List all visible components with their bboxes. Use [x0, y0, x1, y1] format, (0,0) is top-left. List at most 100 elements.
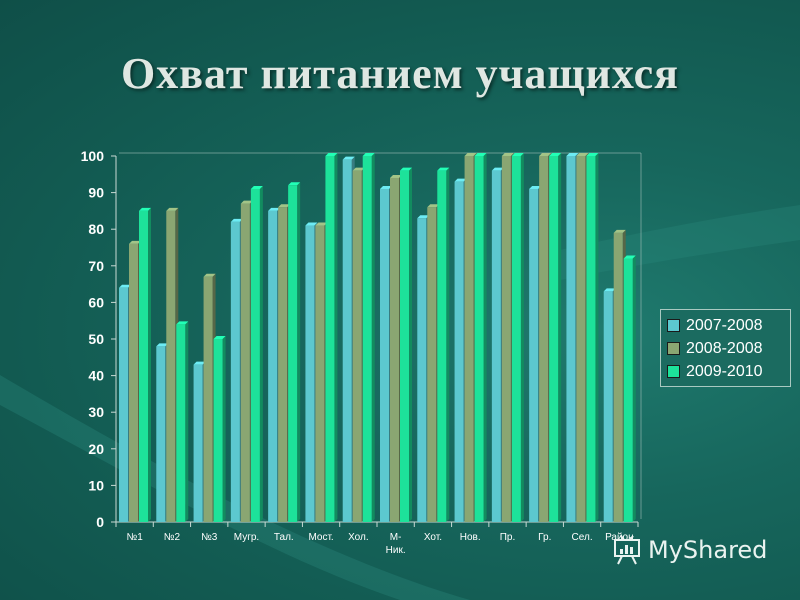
bar-front	[427, 207, 437, 523]
bar-front	[352, 170, 362, 522]
bar-front	[586, 156, 596, 522]
bar-front	[288, 185, 298, 522]
bar-front	[250, 188, 260, 522]
chart-legend: 2007-2008 2008-2008 2009-2010	[660, 309, 791, 387]
bar-top	[603, 288, 616, 292]
chart-bars	[119, 153, 636, 523]
bar-side	[259, 185, 263, 522]
bar-top	[454, 178, 467, 182]
bar-side	[595, 153, 599, 522]
bar-front	[380, 188, 389, 522]
x-tick-label: Нов.	[460, 532, 481, 543]
x-tick-label: №3	[201, 532, 218, 543]
bar-side	[558, 153, 562, 522]
bar-top	[325, 153, 338, 156]
bar-3-№3	[213, 336, 226, 522]
page-title: Охват питанием учащихся	[121, 49, 679, 98]
bar-front	[305, 225, 315, 523]
bar-front	[566, 156, 576, 522]
bar-front	[390, 177, 399, 522]
bar-3-№1	[139, 207, 151, 522]
bar-top	[305, 222, 318, 226]
bar-3-Сел.	[586, 153, 599, 522]
bar-top	[268, 207, 281, 211]
bar-top	[193, 361, 206, 365]
bar-top	[230, 218, 243, 222]
bar-front	[613, 232, 623, 523]
bar-top	[119, 284, 131, 288]
x-tick-label: Ник.	[386, 545, 406, 556]
x-tick-label: Сел.	[572, 532, 593, 543]
bar-front	[501, 156, 511, 522]
bar-3-М-Ник.	[400, 167, 412, 522]
legend-label-series-3: 2009-2010	[686, 362, 763, 380]
bar-top	[474, 153, 487, 156]
bar-top	[400, 167, 412, 171]
bar-top	[315, 222, 328, 226]
bar-3-Хол.	[362, 153, 375, 522]
y-tick-label: 60	[88, 294, 104, 310]
y-tick-label: 70	[88, 258, 104, 274]
bar-top	[288, 182, 301, 186]
y-tick-label: 30	[88, 404, 104, 420]
legend-item: 2009-2010	[667, 360, 784, 383]
x-tick-label: Мугр.	[234, 532, 259, 543]
bar-front	[491, 170, 501, 522]
x-tick-label: М-	[390, 532, 402, 543]
bar-top	[342, 156, 355, 160]
x-tick-label: Тал.	[274, 532, 294, 543]
bar-side	[520, 153, 524, 522]
y-tick-label: 50	[88, 331, 104, 347]
bar-top	[390, 174, 402, 178]
bar-front	[539, 156, 549, 522]
bar-top	[278, 204, 291, 208]
y-tick-label: 100	[81, 148, 105, 164]
bar-side	[297, 182, 301, 522]
bar-top	[250, 185, 263, 189]
bar-front	[400, 170, 409, 522]
y-tick-label: 40	[88, 368, 104, 384]
brand-text: MyShared	[648, 536, 768, 564]
bar-top	[623, 255, 636, 259]
legend-swatch-series-1	[667, 319, 680, 332]
legend-item: 2007-2008	[667, 314, 784, 337]
y-tick-label: 80	[88, 221, 104, 237]
bar-top	[464, 153, 477, 156]
chart-labels: 0 10 20 30 40 50 60 70 80 90 100 №1 №2 №3 Мугр. Тал. Мос…	[81, 148, 634, 556]
bar-side	[148, 207, 151, 522]
x-tick-label: №1	[126, 532, 143, 543]
bar-side	[222, 336, 226, 522]
bar-front	[213, 339, 223, 522]
y-tick-label: 10	[88, 477, 104, 493]
bar-top	[511, 153, 524, 156]
y-tick-label: 90	[88, 185, 104, 201]
bar-top	[166, 207, 179, 211]
bar-front	[576, 156, 586, 522]
bar-front	[129, 243, 138, 522]
bar-3-Хот.	[437, 167, 450, 522]
legend-swatch-series-3	[667, 365, 680, 378]
bar-3-Пр.	[511, 153, 524, 522]
bar-front	[417, 218, 427, 522]
bar-front	[139, 210, 148, 522]
bar-side	[446, 167, 450, 522]
x-tick-label: Мост.	[308, 532, 333, 543]
bar-front	[315, 225, 325, 523]
bar-top	[203, 273, 216, 277]
bar-side	[371, 153, 375, 522]
bar-front	[176, 324, 186, 522]
bar-front	[454, 181, 464, 522]
bar-top	[491, 167, 504, 171]
bar-top	[427, 204, 440, 208]
bar-front	[240, 203, 250, 522]
legend-swatch-series-2	[667, 342, 680, 355]
bar-top	[529, 185, 542, 189]
bar-top	[549, 153, 562, 156]
bar-side	[409, 167, 412, 522]
bar-front	[623, 258, 633, 522]
bar-top	[613, 229, 626, 233]
bar-3-Мост.	[325, 153, 338, 522]
bar-front	[119, 287, 128, 522]
myshared-watermark: MyShared	[612, 534, 767, 566]
